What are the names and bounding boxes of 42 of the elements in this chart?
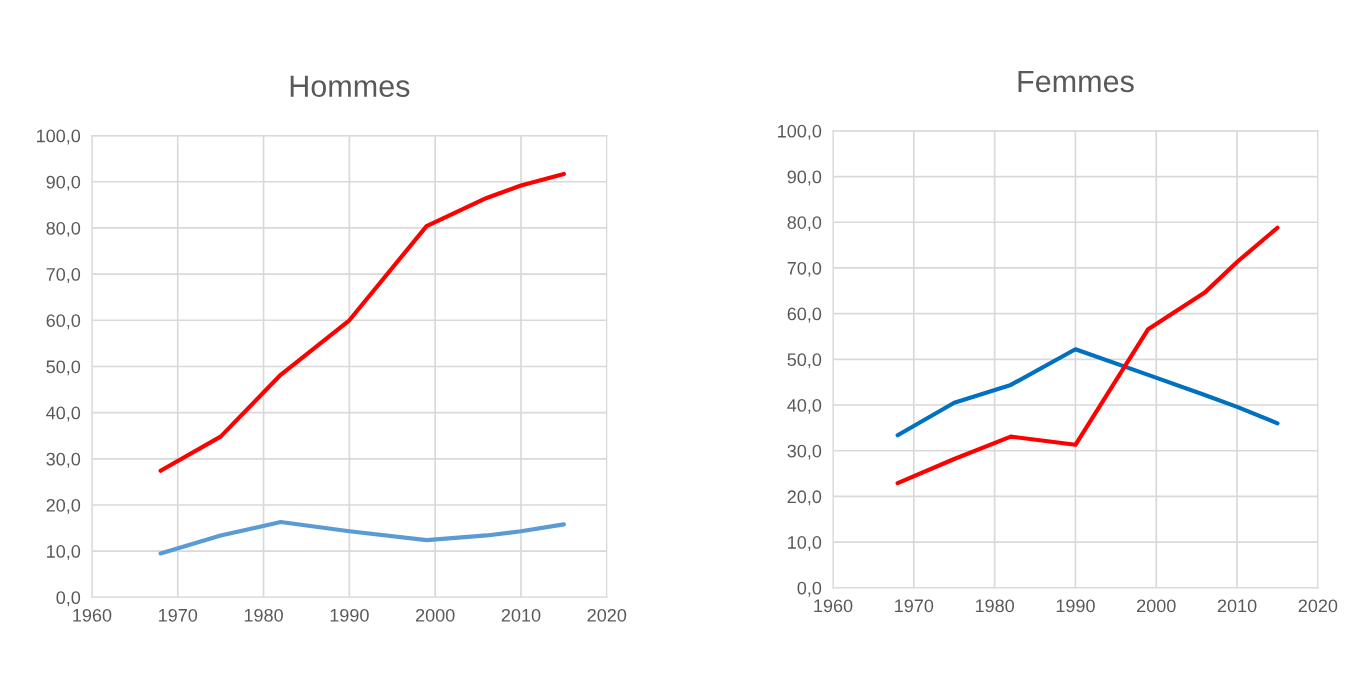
x-tick-label: 1960	[73, 608, 112, 622]
chart-title: Femmes	[1018, 70, 1134, 93]
y-tick-label: 80,0	[46, 221, 81, 237]
y-tick-label: 70,0	[787, 261, 822, 277]
x-tick-label: 1970	[159, 608, 198, 622]
x-tick-label: 2010	[1217, 599, 1257, 613]
y-tick-label: 50,0	[787, 353, 822, 369]
x-tick-label: 1970	[895, 599, 934, 613]
x-tick-label: 2020	[1298, 599, 1338, 613]
x-tick-label: 1990	[1056, 599, 1095, 613]
y-tick-label: 70,0	[46, 268, 81, 283]
y-tick-label: 40,0	[46, 406, 81, 422]
y-tick-label: 80,0	[787, 216, 822, 232]
y-tick-label: 60,0	[787, 307, 822, 323]
y-tick-label: 90,0	[46, 175, 81, 191]
y-tick-label: 100,0	[37, 129, 81, 145]
x-tick-label: 2010	[501, 608, 541, 622]
y-tick-label: 20,0	[46, 498, 81, 514]
line-series	[158, 519, 566, 556]
x-tick-label: 1980	[244, 608, 283, 622]
x-tick-label: 1960	[814, 599, 853, 613]
y-tick-label: 0,0	[797, 581, 822, 597]
line-series	[895, 347, 1280, 438]
y-tick-label: 60,0	[46, 314, 81, 330]
line-series	[895, 225, 1280, 486]
y-tick-label: 0,0	[56, 591, 81, 607]
y-tick-label: 10,0	[47, 545, 81, 560]
x-tick-label: 2000	[415, 608, 455, 622]
y-tick-label: 30,0	[787, 444, 822, 460]
chart-title: Hommes	[290, 75, 410, 98]
y-tick-label: 90,0	[787, 170, 822, 186]
y-tick-label: 100,0	[778, 124, 822, 140]
x-tick-label: 1990	[330, 608, 369, 622]
y-tick-label: 50,0	[46, 360, 81, 376]
x-tick-label: 1980	[975, 599, 1014, 613]
y-tick-label: 20,0	[787, 490, 822, 506]
line-series	[158, 171, 566, 473]
x-tick-label: 2020	[587, 608, 627, 622]
y-tick-label: 10,0	[788, 536, 822, 551]
x-tick-label: 2000	[1137, 599, 1176, 613]
y-tick-label: 30,0	[46, 452, 81, 468]
y-tick-label: 40,0	[787, 398, 822, 414]
